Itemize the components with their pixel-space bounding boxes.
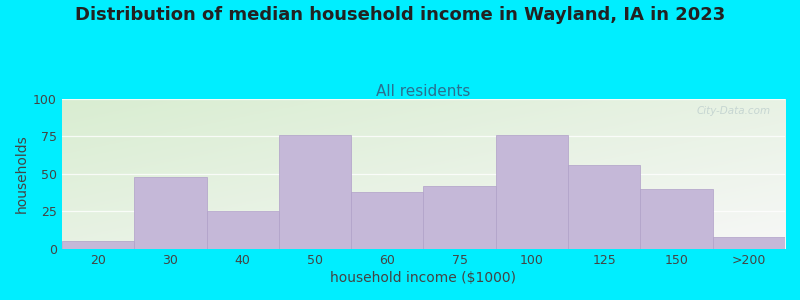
Text: City-Data.com: City-Data.com	[697, 106, 770, 116]
Text: Distribution of median household income in Wayland, IA in 2023: Distribution of median household income …	[75, 6, 725, 24]
Bar	[640, 189, 713, 249]
Bar	[423, 186, 496, 249]
Bar	[568, 165, 640, 249]
Title: All residents: All residents	[376, 84, 470, 99]
Y-axis label: households: households	[15, 135, 29, 213]
Bar	[62, 242, 134, 249]
Bar	[134, 177, 206, 249]
Bar	[351, 192, 423, 249]
Bar	[206, 212, 279, 249]
X-axis label: household income ($1000): household income ($1000)	[330, 271, 517, 285]
Bar	[279, 135, 351, 249]
Bar	[713, 237, 785, 249]
Bar	[496, 135, 568, 249]
